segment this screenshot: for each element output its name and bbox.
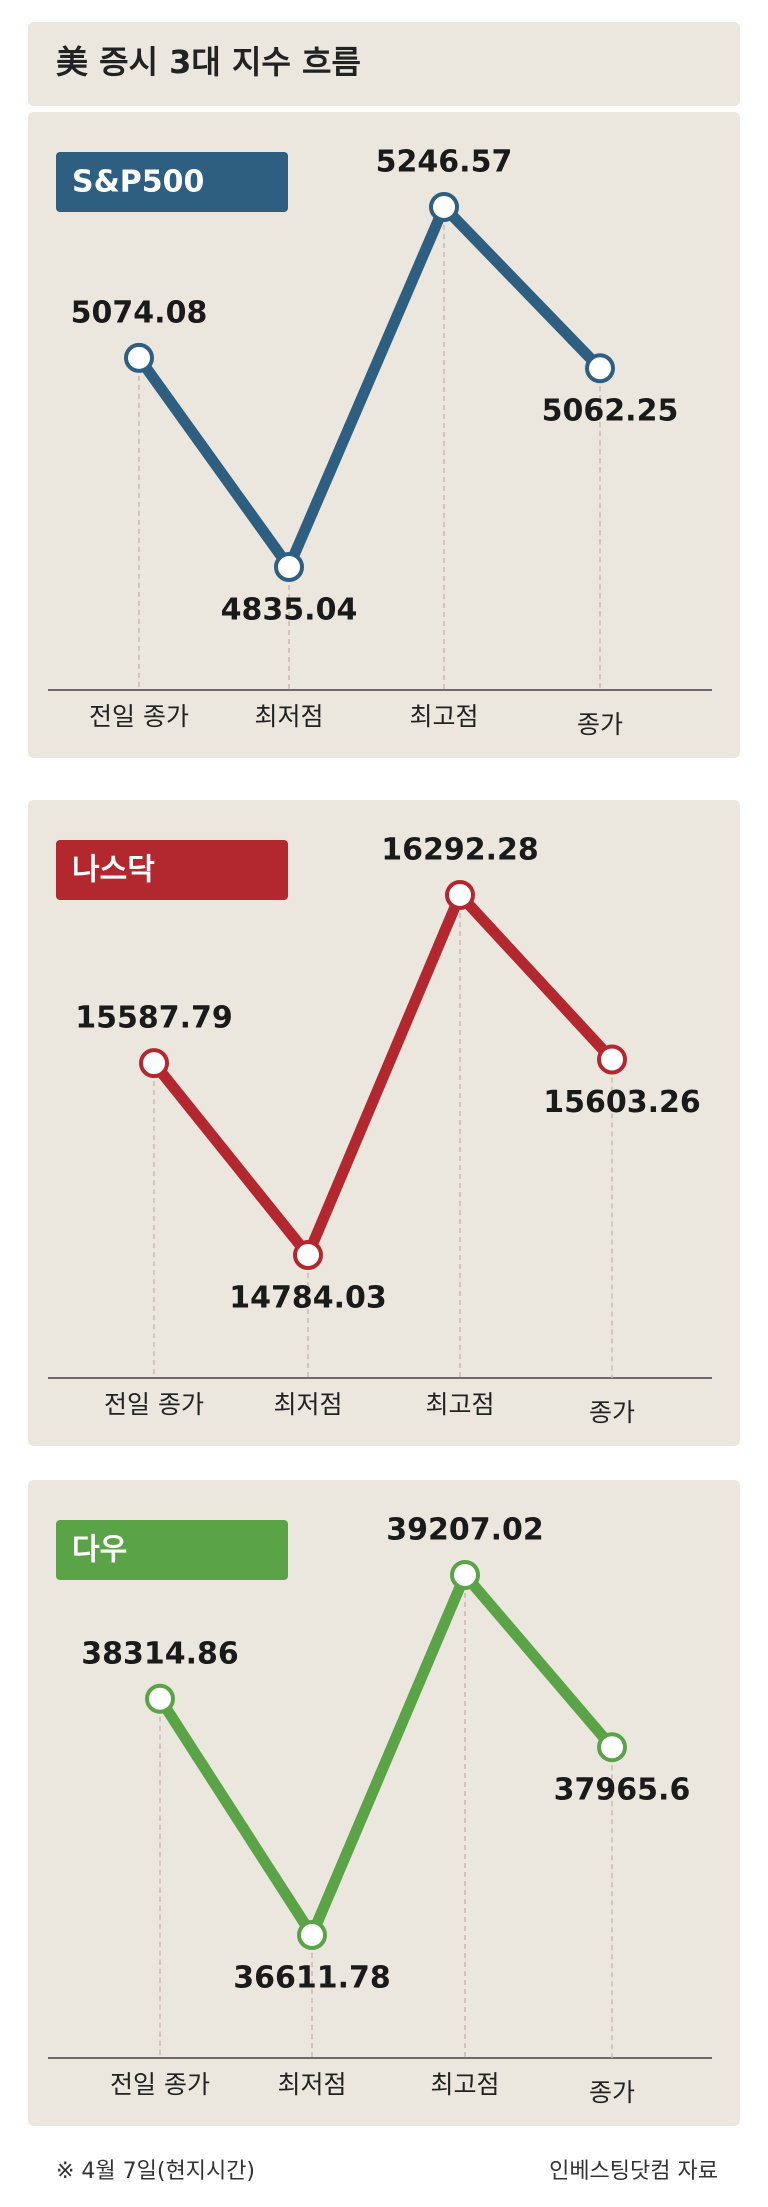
- category-label: 종가: [589, 1398, 635, 1427]
- series-label: S&P500: [72, 165, 204, 200]
- panel: [28, 800, 740, 1446]
- category-label: 최고점: [425, 1390, 494, 1419]
- point: [293, 1240, 323, 1270]
- value-label: 37965.6: [554, 1773, 691, 1808]
- value-label: 38314.86: [81, 1636, 239, 1671]
- panel: [28, 1480, 740, 2126]
- point: [445, 880, 475, 910]
- category-label: 최저점: [277, 2070, 346, 2099]
- series-line: [155, 1569, 617, 1941]
- series-label-box: [56, 840, 288, 900]
- panel: [28, 112, 740, 758]
- category-label: 전일 종가: [104, 1390, 204, 1419]
- point: [274, 552, 304, 582]
- header-panel: [28, 22, 740, 106]
- point: [297, 1920, 327, 1950]
- series-label: 나스닥: [72, 853, 155, 888]
- point: [124, 342, 154, 373]
- category-label: 종가: [589, 2078, 635, 2107]
- source: 인베스팅닷컴 자료: [549, 2159, 718, 2184]
- value-label: 5246.57: [376, 145, 513, 180]
- series-line: [134, 201, 604, 573]
- series-label: 다우: [72, 1533, 127, 1568]
- series-line: [149, 889, 617, 1261]
- category-label: 종가: [577, 710, 623, 739]
- value-label: 4835.04: [221, 593, 358, 628]
- point: [585, 353, 615, 384]
- category-label: 최고점: [409, 702, 478, 731]
- point: [450, 1560, 480, 1590]
- value-label: 14784.03: [229, 1281, 387, 1316]
- point: [139, 1048, 169, 1079]
- series-label-box: [56, 152, 288, 212]
- value-label: 39207.02: [386, 1513, 544, 1548]
- category-label: 최저점: [273, 1390, 342, 1419]
- point: [145, 1683, 175, 1714]
- point: [597, 1044, 627, 1075]
- point: [597, 1732, 627, 1763]
- value-label: 5074.08: [71, 295, 208, 330]
- category-label: 전일 종가: [89, 702, 189, 731]
- category-label: 최저점: [254, 702, 323, 731]
- category-label: 전일 종가: [110, 2070, 210, 2099]
- note: ※ 4월 7일(현지시간): [56, 2159, 255, 2184]
- series-label-box: [56, 1520, 288, 1580]
- point: [429, 192, 459, 222]
- value-label: 36611.78: [233, 1961, 391, 1996]
- value-label: 15603.26: [543, 1085, 701, 1120]
- value-label: 5062.25: [542, 394, 679, 429]
- category-label: 최고점: [430, 2070, 499, 2099]
- page-title: 美 증시 3대 지수 흐름: [56, 43, 361, 81]
- value-label: 16292.28: [381, 833, 539, 868]
- value-label: 15587.79: [75, 1001, 233, 1036]
